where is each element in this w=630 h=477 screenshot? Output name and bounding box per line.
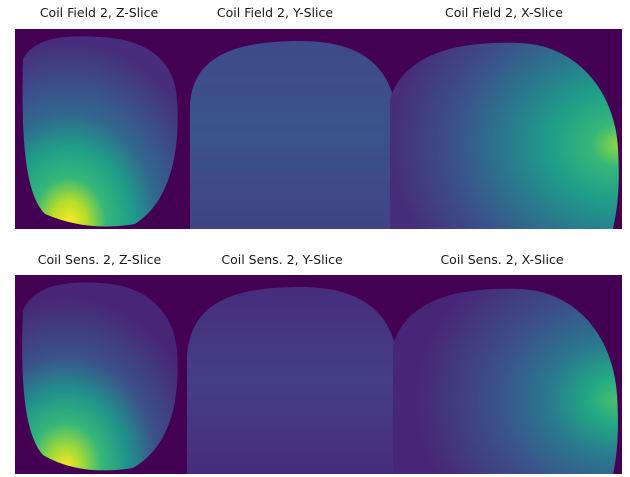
panel-title-field-x: Coil Field 2, X-Slice [445, 5, 563, 20]
sens-y-slice [187, 287, 398, 474]
coil-sensitivity-slices [22, 282, 618, 474]
panel-title-field-y: Coil Field 2, Y-Slice [216, 5, 334, 20]
coil-field-slices [22, 36, 619, 229]
sens-z-slice [22, 282, 178, 471]
panel-title-sens-x: Coil Sens. 2, X-Slice [440, 252, 564, 267]
panel-title-sens-y: Coil Sens. 2, Y-Slice [221, 252, 343, 267]
field-y-slice [190, 41, 397, 229]
panel-title-field-z: Coil Field 2, Z-Slice [39, 5, 159, 20]
sens-x-slice [393, 288, 618, 474]
coil-field-image-row [15, 29, 622, 229]
panel-title-sens-z: Coil Sens. 2, Z-Slice [37, 252, 162, 267]
field-z-slice [22, 36, 178, 227]
coil-sensitivity-image-row [15, 275, 622, 474]
field-x-slice [390, 42, 619, 229]
